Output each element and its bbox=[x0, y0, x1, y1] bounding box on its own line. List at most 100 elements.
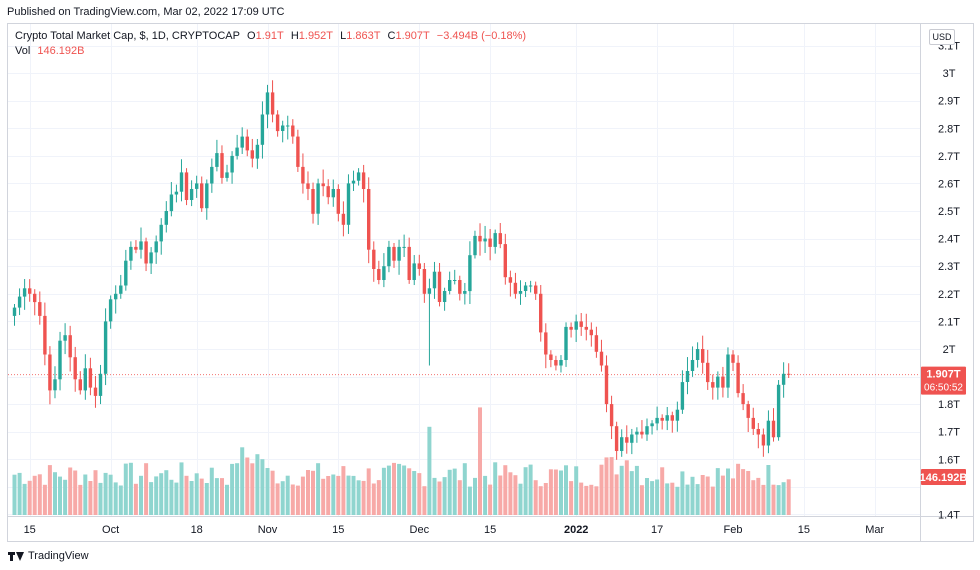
candle-body[interactable] bbox=[382, 266, 386, 280]
candle-body[interactable] bbox=[154, 241, 158, 253]
candle-body[interactable] bbox=[448, 280, 452, 291]
candle-body[interactable] bbox=[609, 404, 614, 427]
candle-body[interactable] bbox=[635, 431, 639, 435]
candle-body[interactable] bbox=[751, 417, 755, 429]
candle-body[interactable] bbox=[468, 255, 472, 292]
candle-body[interactable] bbox=[787, 373, 791, 375]
candle-body[interactable] bbox=[321, 183, 325, 187]
candle-body[interactable] bbox=[670, 415, 674, 421]
candle-body[interactable] bbox=[78, 379, 82, 391]
candle-body[interactable] bbox=[53, 379, 57, 391]
candle-body[interactable] bbox=[28, 288, 32, 294]
candle-body[interactable] bbox=[43, 315, 47, 355]
candle-body[interactable] bbox=[630, 434, 634, 443]
candle-body[interactable] bbox=[83, 368, 87, 391]
candle-body[interactable] bbox=[569, 326, 573, 330]
candle-body[interactable] bbox=[331, 189, 335, 198]
candle-body[interactable] bbox=[625, 437, 629, 443]
candle-body[interactable] bbox=[422, 269, 427, 294]
candle-body[interactable] bbox=[493, 233, 497, 247]
candle-body[interactable] bbox=[144, 241, 148, 264]
candle-body[interactable] bbox=[33, 293, 37, 303]
candle-body[interactable] bbox=[427, 288, 432, 294]
candle-body[interactable] bbox=[250, 150, 254, 159]
candle-body[interactable] bbox=[12, 307, 17, 316]
candle-body[interactable] bbox=[402, 246, 406, 248]
candle-body[interactable] bbox=[731, 354, 735, 363]
candle-body[interactable] bbox=[48, 354, 52, 391]
candle-body[interactable] bbox=[483, 238, 487, 242]
candle-body[interactable] bbox=[189, 189, 194, 200]
candle-body[interactable] bbox=[174, 191, 179, 195]
candle-body[interactable] bbox=[296, 136, 300, 167]
candle-body[interactable] bbox=[412, 263, 416, 280]
candle-body[interactable] bbox=[453, 280, 457, 281]
candle-body[interactable] bbox=[58, 340, 62, 380]
candle-body[interactable] bbox=[68, 335, 72, 358]
candle-body[interactable] bbox=[346, 183, 351, 225]
candle-body[interactable] bbox=[584, 326, 588, 330]
candle-body[interactable] bbox=[736, 362, 740, 394]
candle-body[interactable] bbox=[387, 246, 391, 267]
candle-body[interactable] bbox=[179, 172, 184, 192]
candle-body[interactable] bbox=[776, 384, 781, 438]
candle-body[interactable] bbox=[690, 360, 695, 371]
candle-body[interactable] bbox=[230, 155, 234, 173]
candle-body[interactable] bbox=[417, 263, 421, 269]
candle-body[interactable] bbox=[22, 288, 27, 297]
candle-body[interactable] bbox=[88, 368, 93, 388]
candle-body[interactable] bbox=[316, 183, 320, 214]
candle-body[interactable] bbox=[205, 183, 209, 209]
candle-body[interactable] bbox=[756, 429, 760, 435]
candle-body[interactable] bbox=[604, 365, 609, 405]
candle-body[interactable] bbox=[711, 382, 715, 388]
candle-body[interactable] bbox=[361, 172, 366, 189]
candle-body[interactable] bbox=[63, 335, 67, 341]
candle-body[interactable] bbox=[473, 235, 477, 256]
candle-body[interactable] bbox=[518, 291, 523, 294]
candle-body[interactable] bbox=[660, 417, 664, 421]
chart-frame[interactable] bbox=[7, 23, 974, 542]
candle-body[interactable] bbox=[210, 166, 214, 184]
candle-body[interactable] bbox=[301, 166, 305, 184]
candle-body[interactable] bbox=[523, 285, 528, 292]
candle-body[interactable] bbox=[549, 354, 553, 361]
candle-body[interactable] bbox=[245, 136, 249, 151]
candle-body[interactable] bbox=[275, 114, 280, 132]
candle-body[interactable] bbox=[513, 282, 518, 294]
candle-body[interactable] bbox=[139, 241, 143, 250]
candle-body[interactable] bbox=[108, 299, 113, 322]
candle-body[interactable] bbox=[291, 125, 295, 137]
candle-body[interactable] bbox=[579, 321, 583, 327]
candle-body[interactable] bbox=[620, 437, 624, 451]
candle-body[interactable] bbox=[706, 362, 710, 383]
candle-body[interactable] bbox=[341, 213, 346, 225]
candle-body[interactable] bbox=[326, 186, 330, 198]
candle-body[interactable] bbox=[149, 252, 153, 264]
candle-body[interactable] bbox=[554, 360, 558, 366]
candle-body[interactable] bbox=[695, 349, 700, 360]
candle-body[interactable] bbox=[655, 417, 659, 424]
candle-body[interactable] bbox=[270, 92, 275, 115]
candle-body[interactable] bbox=[356, 172, 361, 181]
candle-body[interactable] bbox=[503, 244, 507, 278]
candle-body[interactable] bbox=[685, 371, 690, 382]
candle-body[interactable] bbox=[255, 144, 260, 159]
candle-body[interactable] bbox=[478, 235, 482, 242]
candle-body[interactable] bbox=[458, 280, 462, 294]
candle-body[interactable] bbox=[200, 183, 204, 209]
candle-body[interactable] bbox=[119, 285, 123, 294]
candle-body[interactable] bbox=[225, 172, 229, 178]
candle-body[interactable] bbox=[195, 183, 199, 189]
candle-body[interactable] bbox=[124, 260, 128, 286]
candle-body[interactable] bbox=[508, 277, 513, 283]
candle-body[interactable] bbox=[38, 302, 42, 316]
candle-body[interactable] bbox=[539, 293, 543, 333]
candle-body[interactable] bbox=[534, 285, 538, 294]
candle-body[interactable] bbox=[397, 246, 401, 261]
currency-button[interactable]: USD bbox=[929, 29, 955, 45]
candle-body[interactable] bbox=[164, 211, 168, 225]
candle-body[interactable] bbox=[640, 431, 644, 435]
candle-body[interactable] bbox=[574, 321, 578, 330]
